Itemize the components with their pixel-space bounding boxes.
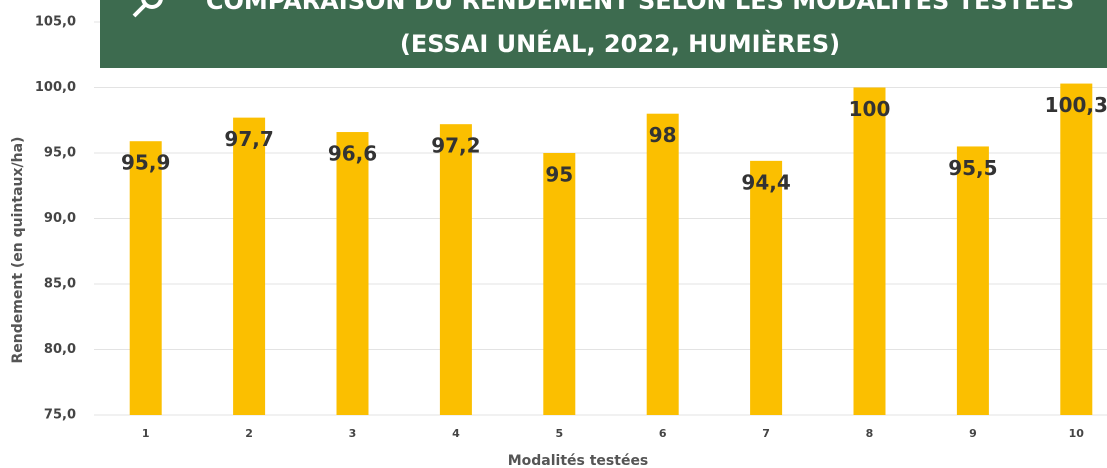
value-label: 97,7 [224, 127, 273, 151]
magnifier-icon [132, 0, 163, 18]
y-tick-label: 100,0 [35, 80, 76, 95]
value-label: 100 [849, 97, 891, 121]
x-axis-title: Modalités testées [508, 453, 649, 468]
value-label: 100,3 [1045, 93, 1107, 117]
value-label: 95,5 [948, 156, 997, 180]
y-tick-label: 95,0 [44, 146, 76, 161]
y-tick-label: 90,0 [44, 211, 76, 226]
x-tick-label: 10 [1069, 427, 1085, 440]
x-tick-label: 5 [555, 427, 563, 440]
x-tick-label: 1 [142, 427, 150, 440]
bar [439, 124, 472, 416]
chart-subtitle: (ESSAI UNÉAL, 2022, HUMIÈRES) [400, 29, 840, 58]
y-tick-label: 75,0 [44, 408, 76, 423]
bar [129, 141, 162, 415]
bar [646, 113, 679, 415]
value-label: 95 [545, 163, 573, 187]
y-tick-label: 105,0 [35, 15, 76, 30]
bar [543, 153, 576, 415]
x-tick-label: 6 [659, 427, 667, 440]
bar [956, 146, 989, 415]
value-label: 97,2 [431, 134, 480, 158]
y-tick-label: 80,0 [44, 342, 76, 357]
bar [750, 160, 783, 415]
x-tick-label: 9 [969, 427, 977, 440]
x-tick-label: 3 [349, 427, 357, 440]
bar [853, 87, 886, 415]
x-tick-label: 7 [762, 427, 770, 440]
value-label: 94,4 [741, 170, 790, 194]
value-label: 95,9 [121, 151, 170, 175]
bar [336, 132, 369, 416]
title-banner [100, 0, 1107, 68]
y-tick-label: 85,0 [44, 277, 76, 292]
x-tick-label: 8 [866, 427, 874, 440]
y-axis-title: Rendement (en quintaux/ha) [10, 137, 26, 364]
value-label: 98 [649, 123, 677, 147]
bar [233, 117, 266, 415]
chart-title: COMPARAISON DU RENDEMENT SELON LES MODAL… [206, 0, 1074, 15]
bar [1060, 83, 1093, 415]
value-label: 96,6 [328, 142, 377, 166]
x-tick-label: 4 [452, 427, 460, 440]
x-tick-label: 2 [245, 427, 253, 440]
